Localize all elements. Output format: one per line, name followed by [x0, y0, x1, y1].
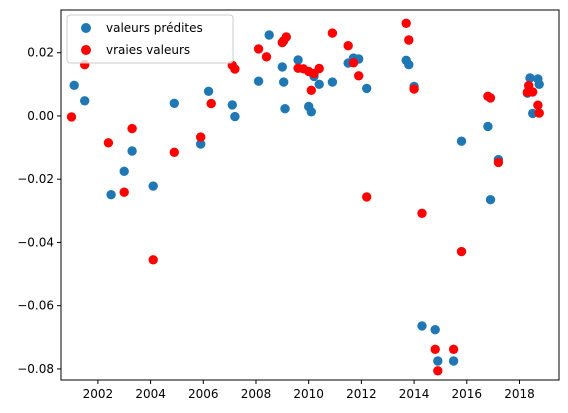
- predicted-point: [119, 166, 129, 176]
- true-point: [196, 132, 206, 142]
- true-point: [148, 255, 158, 265]
- x-tick-label: 2010: [293, 387, 324, 401]
- true-point: [354, 71, 364, 81]
- true-point: [253, 44, 264, 54]
- true-point: [281, 32, 291, 42]
- true-point: [206, 98, 216, 109]
- true-point: [485, 93, 496, 103]
- predicted-point: [306, 107, 316, 117]
- predicted-point: [417, 321, 427, 331]
- plot-frame: [60, 9, 560, 381]
- true-point: [127, 123, 137, 134]
- x-axis: 2002 2004 2006 2008 2010 2012 2014 2016 2018: [83, 380, 535, 401]
- predicted-point: [148, 181, 158, 191]
- true-point: [448, 344, 459, 354]
- y-tick-label: −0.02: [17, 172, 54, 186]
- legend-box: [66, 14, 234, 64]
- true-point: [401, 18, 411, 28]
- predicted-point: [169, 98, 179, 109]
- predicted-point: [448, 356, 459, 366]
- series-true: [66, 18, 544, 376]
- predicted-point: [203, 86, 214, 97]
- y-tick-label: −0.06: [17, 299, 54, 313]
- true-point: [362, 192, 372, 202]
- predicted-point: [483, 121, 493, 132]
- predicted-point: [127, 146, 137, 156]
- true-point: [433, 366, 443, 376]
- predicted-point: [404, 59, 414, 70]
- x-tick-label: 2014: [399, 387, 430, 401]
- predicted-point: [277, 62, 287, 72]
- true-point: [66, 112, 77, 122]
- series-predicted: [69, 30, 544, 366]
- true-point: [343, 41, 353, 51]
- predicted-point: [456, 136, 467, 146]
- x-tick-label: 2002: [83, 387, 114, 401]
- x-tick-label: 2004: [135, 387, 166, 401]
- predicted-point: [230, 111, 240, 122]
- predicted-point: [279, 77, 289, 87]
- true-point: [103, 138, 114, 148]
- predicted-point: [327, 77, 338, 87]
- true-point: [533, 100, 543, 110]
- true-point: [119, 187, 129, 197]
- predicted-point: [80, 96, 90, 106]
- y-tick-label: 0.02: [27, 46, 54, 60]
- true-point: [348, 58, 359, 68]
- true-point: [327, 28, 338, 38]
- y-tick-label: 0.00: [27, 109, 54, 123]
- predicted-point: [253, 76, 264, 86]
- true-point: [528, 87, 538, 97]
- predicted-point: [362, 83, 372, 94]
- true-point: [314, 63, 324, 74]
- predicted-point: [196, 139, 206, 149]
- predicted-point: [69, 80, 79, 91]
- x-tick-label: 2008: [241, 387, 272, 401]
- predicted-point: [433, 356, 443, 366]
- x-tick-label: 2018: [504, 387, 535, 401]
- x-tick-label: 2006: [188, 387, 219, 401]
- predicted-point: [264, 30, 274, 40]
- predicted-point: [485, 195, 496, 205]
- true-point: [493, 157, 504, 168]
- legend-marker-predicted: [81, 23, 91, 33]
- y-tick-label: −0.04: [17, 235, 54, 249]
- true-point: [417, 208, 427, 218]
- y-tick-label: −0.08: [17, 362, 54, 376]
- true-point: [169, 147, 179, 157]
- x-tick-label: 2012: [346, 387, 377, 401]
- legend-label-true: vraies valeurs: [106, 43, 190, 57]
- true-point: [430, 344, 440, 354]
- points-layer: [66, 18, 544, 376]
- x-tick-label: 2016: [452, 387, 483, 401]
- predicted-point: [314, 79, 324, 90]
- true-point: [230, 64, 240, 74]
- predicted-point: [106, 190, 116, 200]
- true-point: [306, 85, 316, 96]
- predicted-point: [280, 104, 290, 114]
- true-point: [409, 84, 419, 94]
- legend: valeurs prédites vraies valeurs: [66, 14, 234, 64]
- true-point: [404, 35, 414, 45]
- predicted-point: [430, 325, 440, 335]
- true-point: [456, 246, 467, 257]
- legend-label-predicted: valeurs prédites: [106, 21, 203, 35]
- true-point: [261, 52, 272, 62]
- predicted-point: [293, 55, 303, 65]
- y-axis: 0.02 0.00 −0.02 −0.04 −0.06 −0.08: [17, 46, 61, 376]
- legend-marker-true: [81, 45, 91, 55]
- predicted-point: [227, 100, 237, 110]
- predicted-point: [534, 79, 544, 90]
- predicted-point: [525, 73, 535, 83]
- true-point: [534, 108, 544, 118]
